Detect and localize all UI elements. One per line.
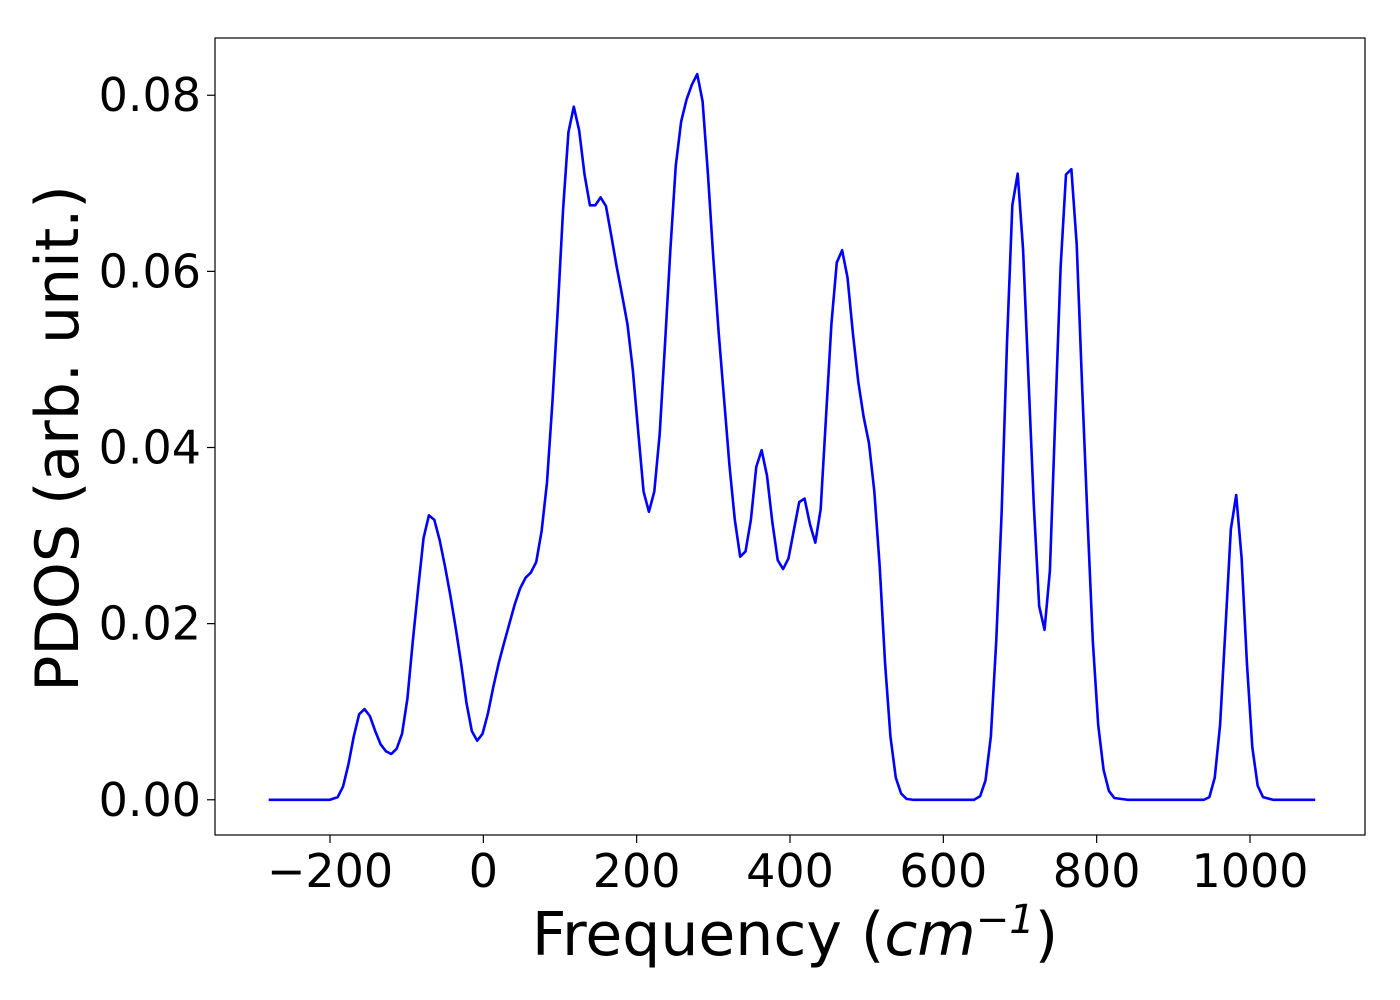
x-tick-label: 1000 <box>1191 844 1308 898</box>
x-axis-label-prefix: Frequency ( <box>532 900 884 970</box>
x-axis-label-suffix: ) <box>1035 900 1058 970</box>
y-tick-label: 0.04 <box>99 421 201 475</box>
x-tick-label: 200 <box>593 844 681 898</box>
x-tick-label: 0 <box>469 844 498 898</box>
plot-frame <box>214 37 1366 836</box>
plot-layer <box>268 72 1316 802</box>
x-tick-label: −200 <box>267 844 393 898</box>
y-tick-label: 0.08 <box>99 68 201 122</box>
y-tick-label: 0.00 <box>99 773 201 827</box>
y-tick-label: 0.06 <box>99 244 201 298</box>
y-tick-label: 0.02 <box>99 597 201 651</box>
ticks-layer: −200 0 200 400 600 800 1000 0.00 0.02 0.04 0.06 0.0… <box>99 68 1309 898</box>
x-axis-label-unit: cm <box>884 900 975 970</box>
x-tick-label: 600 <box>899 844 987 898</box>
x-tick-label: 800 <box>1053 844 1141 898</box>
y-axis-label: PDOS (arb. unit.) <box>23 185 93 692</box>
x-axis-label: Frequency (cm−1) <box>532 897 1058 970</box>
x-tick-label: 400 <box>746 844 834 898</box>
pdos-series-line-0 <box>268 72 1316 802</box>
x-axis-label-exponent: −1 <box>976 897 1035 943</box>
